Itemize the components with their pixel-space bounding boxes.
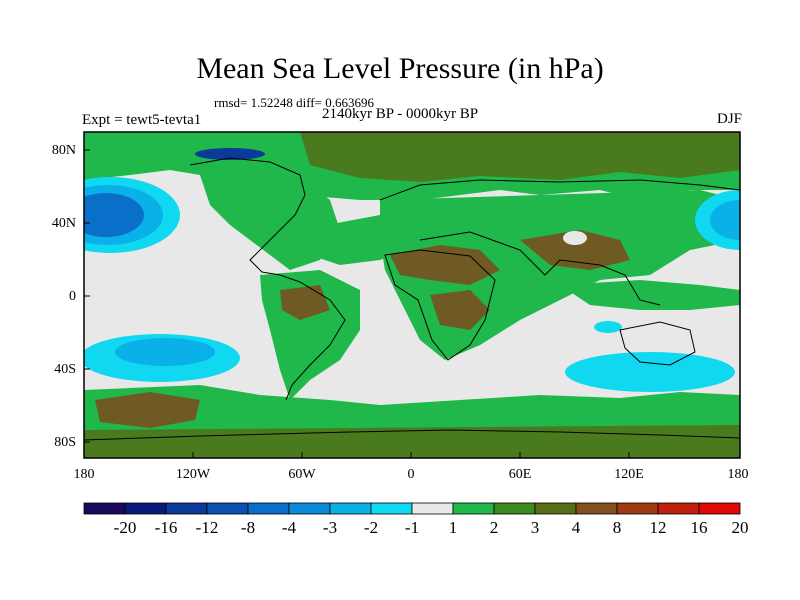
colorbar-label: -3 (322, 518, 338, 537)
coastline-africa (384, 249, 496, 361)
time-period: 2140kyr BP - 0000kyr BP (322, 106, 479, 122)
colorbar-label: 8 (612, 518, 622, 537)
small-cyan-patch (594, 321, 622, 333)
lon-label-0: 0 (407, 467, 415, 482)
colorbar-swatch (698, 502, 741, 515)
amazon-olive (280, 285, 330, 320)
south-pacific-low-core (115, 338, 215, 366)
arctic-darkgreen (300, 132, 740, 182)
season-label: DJF (716, 111, 742, 127)
antarctic-darkgreen (84, 425, 740, 458)
lon-label-180w: 180 (73, 467, 95, 482)
indian-ocean-low (565, 352, 735, 392)
coastline-antarctica (84, 429, 740, 441)
axis-ticks (84, 149, 630, 458)
asia-olive (520, 230, 630, 270)
colorbar-label: -20 (113, 518, 137, 537)
sahara-olive (390, 245, 500, 285)
colorbar-label: -1 (404, 518, 420, 537)
colorbar-swatch (452, 502, 495, 515)
colorbar-swatch (575, 502, 618, 515)
coastline-eurasia-south (419, 231, 661, 306)
colorbar (83, 502, 741, 515)
chart-title: Mean Sea Level Pressure (in hPa) (196, 52, 604, 85)
colorbar-swatch (329, 502, 372, 515)
coastline-eurasia-north (379, 179, 740, 201)
pressure-field (84, 132, 740, 458)
colorbar-swatch (83, 502, 126, 515)
lon-label-120w: 120W (175, 467, 211, 482)
colorbar-swatch (657, 502, 700, 515)
rmsd-diff-stats: rmsd= 1.52248 diff= 0.663696 (214, 95, 374, 110)
colorbar-swatch (247, 502, 290, 515)
colorbar-swatch (411, 502, 454, 515)
lat-label-80n: 80N (51, 143, 76, 158)
map-frame (83, 131, 741, 459)
lat-label-40s: 40S (54, 362, 76, 377)
colorbar-label: 16 (690, 518, 708, 537)
lon-label-120e: 120E (614, 467, 644, 482)
colorbar-swatch (370, 502, 413, 515)
coastline-north-america (189, 157, 306, 276)
colorbar-swatch (534, 502, 577, 515)
colorbar-label: 1 (448, 518, 458, 537)
colorbar-label: 2 (489, 518, 499, 537)
north-pacific-low-core (84, 193, 144, 237)
colorbar-label: -16 (154, 518, 178, 537)
colorbar-swatch (493, 502, 536, 515)
colorbar-label: -2 (363, 518, 379, 537)
colorbar-label: 20 (731, 518, 749, 537)
maritime-green (560, 280, 740, 310)
coastlines (84, 157, 740, 441)
lon-label-60w: 60W (288, 467, 316, 482)
lon-label-180e: 180 (727, 467, 749, 482)
central-africa-olive (430, 290, 490, 330)
lat-label-80s: 80S (54, 435, 76, 450)
colorbar-label: -12 (195, 518, 219, 537)
lon-label-60e: 60E (508, 467, 532, 482)
colorbar-label: -4 (281, 518, 297, 537)
colorbar-label: 3 (530, 518, 540, 537)
colorbar-swatch (288, 502, 331, 515)
lat-label-0: 0 (69, 289, 76, 304)
colorbar-label: -8 (240, 518, 256, 537)
tibet-neutral-patch (563, 231, 587, 245)
colorbar-swatch (124, 502, 167, 515)
experiment-label: Expt = tewt5-tevta1 (82, 112, 202, 128)
colorbar-label: 4 (571, 518, 581, 537)
colorbar-swatch (616, 502, 659, 515)
colorbar-swatch (206, 502, 249, 515)
colorbar-swatch (165, 502, 208, 515)
lat-label-40n: 40N (51, 216, 76, 231)
south-pacific-olive (95, 392, 200, 428)
colorbar-label: 12 (649, 518, 667, 537)
coastline-australia (619, 321, 696, 366)
arctic-navy-patch (195, 148, 265, 160)
west-pacific-low-core (710, 200, 740, 240)
coastline-south-america (279, 274, 346, 401)
